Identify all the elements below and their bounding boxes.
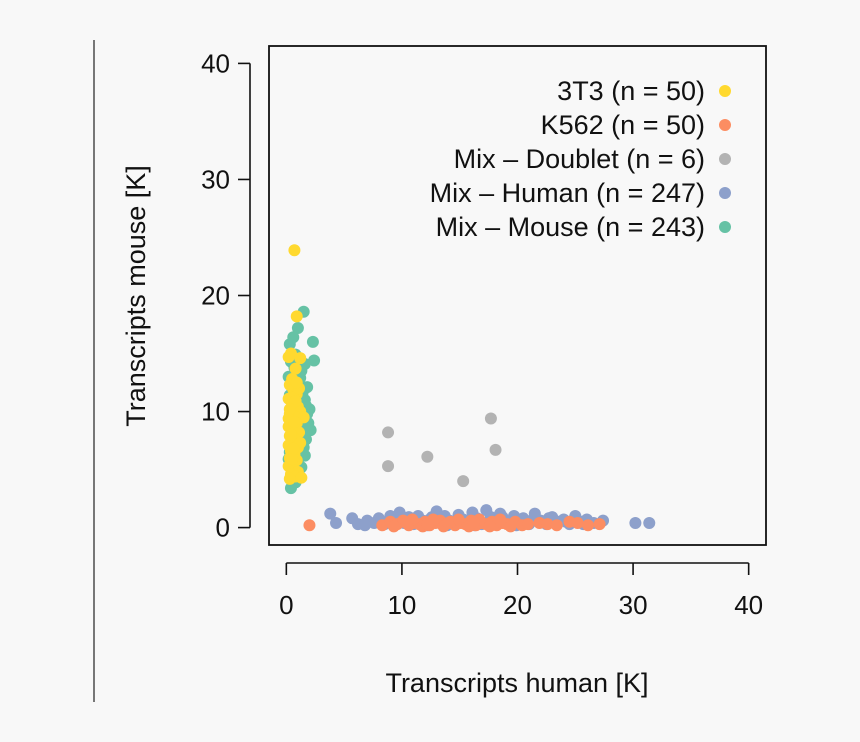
y-tick-label: 10 bbox=[201, 397, 230, 427]
y-axis-title: Transcripts mouse [K] bbox=[121, 165, 151, 427]
data-point bbox=[382, 426, 395, 439]
legend: 3T3 (n = 50) K562 (n = 50) Mix – Doublet (… bbox=[430, 76, 731, 242]
data-point bbox=[593, 518, 606, 531]
data-point bbox=[303, 519, 316, 532]
series-2 bbox=[382, 412, 502, 488]
data-point bbox=[484, 412, 497, 425]
data-point bbox=[382, 460, 395, 473]
x-tick-label: 10 bbox=[387, 590, 416, 620]
data-point bbox=[421, 450, 434, 463]
data-point bbox=[306, 335, 319, 348]
data-point bbox=[494, 513, 507, 526]
data-point bbox=[289, 362, 302, 375]
data-point bbox=[295, 471, 308, 484]
x-tick-label: 40 bbox=[734, 590, 763, 620]
y-tick-label: 30 bbox=[201, 164, 230, 194]
data-point bbox=[550, 519, 563, 532]
data-point bbox=[308, 354, 321, 367]
data-point bbox=[291, 321, 304, 334]
data-point bbox=[541, 518, 554, 531]
data-point bbox=[489, 443, 502, 456]
legend-label: 3T3 (n = 50) bbox=[557, 76, 705, 106]
x-axis: 0 10 20 30 40 bbox=[279, 562, 763, 620]
legend-marker bbox=[719, 187, 731, 199]
x-tick-label: 20 bbox=[503, 590, 532, 620]
y-axis: 0 10 20 30 40 bbox=[201, 48, 251, 543]
legend-marker bbox=[719, 153, 731, 165]
series-1 bbox=[303, 513, 606, 533]
data-point bbox=[290, 310, 303, 323]
legend-marker bbox=[719, 85, 731, 97]
data-point bbox=[467, 515, 480, 528]
data-point bbox=[294, 352, 307, 365]
legend-marker bbox=[719, 221, 731, 233]
data-point bbox=[452, 513, 465, 526]
legend-label: Mix – Doublet (n = 6) bbox=[454, 144, 705, 174]
data-point bbox=[521, 518, 534, 531]
data-point bbox=[582, 519, 595, 532]
plot-frame bbox=[268, 45, 767, 546]
data-point bbox=[504, 520, 517, 533]
data-point bbox=[283, 403, 296, 416]
data-point bbox=[287, 442, 300, 455]
data-point bbox=[358, 519, 371, 532]
data-point bbox=[324, 507, 337, 520]
data-point bbox=[457, 475, 470, 488]
y-tick-label: 20 bbox=[201, 281, 230, 311]
data-point bbox=[283, 338, 296, 351]
data-point bbox=[629, 516, 642, 529]
data-point bbox=[643, 516, 656, 529]
legend-marker bbox=[719, 119, 731, 131]
data-point bbox=[400, 516, 413, 529]
legend-label: K562 (n = 50) bbox=[541, 110, 705, 140]
data-point bbox=[284, 428, 297, 441]
data-point bbox=[330, 516, 343, 529]
x-tick-label: 0 bbox=[279, 590, 293, 620]
data-point bbox=[283, 472, 296, 485]
data-point bbox=[421, 518, 434, 531]
data-point bbox=[286, 453, 299, 466]
data-point bbox=[563, 515, 576, 528]
data-point bbox=[288, 415, 301, 428]
data-point bbox=[282, 351, 295, 364]
data-point bbox=[442, 516, 455, 529]
x-tick-label: 30 bbox=[619, 590, 648, 620]
y-tick-label: 40 bbox=[201, 48, 230, 78]
series-0 bbox=[282, 244, 310, 485]
x-axis-title: Transcripts human [K] bbox=[385, 668, 648, 698]
legend-label: Mix – Human (n = 247) bbox=[430, 178, 705, 208]
legend-label: Mix – Mouse (n = 243) bbox=[436, 212, 705, 242]
data-point bbox=[288, 244, 301, 257]
data-point bbox=[483, 520, 496, 533]
data-point bbox=[290, 376, 303, 389]
data-point bbox=[387, 520, 400, 533]
data-points bbox=[282, 244, 656, 533]
y-tick-label: 0 bbox=[216, 513, 230, 543]
